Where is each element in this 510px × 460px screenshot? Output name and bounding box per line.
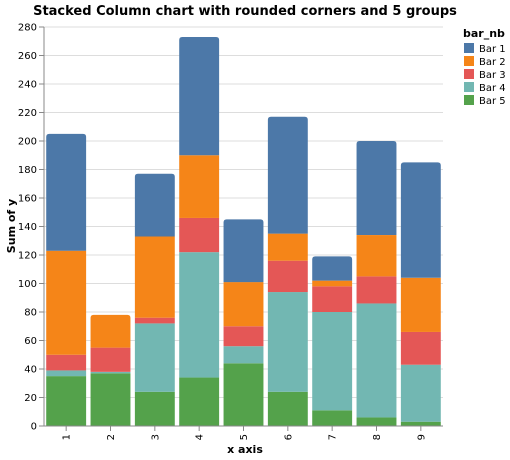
axes: 0 20 40 60 80 100 120 140 160 180 200 220 240 260 280 1…: [18, 23, 443, 440]
bar-bar-2-x6: [267, 233, 308, 261]
legend-label-bar-2: Bar 2: [479, 57, 506, 68]
y-tick-label: 100: [18, 279, 37, 290]
x-tick-label: 6: [283, 434, 294, 440]
legend-swatch-bar-3: [464, 69, 474, 79]
bar-bar-3-x9: [400, 331, 441, 365]
y-tick-label: 60: [24, 336, 37, 347]
bar-bar-3-x5: [223, 326, 264, 347]
bar-bar-4-x3: [134, 323, 175, 392]
y-tick-label: 80: [24, 308, 37, 319]
y-tick-label: 160: [18, 194, 37, 205]
legend-label-bar-4: Bar 4: [479, 83, 506, 94]
bar-bar-2-x7: [312, 280, 353, 287]
bar-bar-5-x6: [267, 391, 308, 426]
bar-bar-1-x6: [267, 116, 308, 234]
legend-swatch-bar-2: [464, 56, 474, 66]
x-tick-label: 9: [416, 434, 427, 440]
bar-bar-3-x4: [179, 217, 220, 253]
legend-swatch-bar-1: [464, 43, 474, 53]
bar-bar-2-x1: [46, 250, 87, 355]
legend-swatch-bar-5: [464, 95, 474, 105]
y-tick-label: 280: [18, 23, 37, 34]
bar-bar-4-x4: [179, 252, 220, 378]
y-tick-label: 120: [18, 251, 37, 262]
bar-bar-5-x1: [46, 376, 87, 426]
bars: [46, 36, 441, 426]
y-axis-title: Sum of y: [5, 199, 18, 253]
x-tick-label: 2: [106, 434, 117, 440]
bar-bar-2-x9: [400, 277, 441, 332]
x-axis-title: x axis: [227, 443, 263, 456]
bar-bar-2-x2: [90, 314, 131, 348]
legend-label-bar-3: Bar 3: [479, 70, 506, 81]
bar-bar-2-x5: [223, 282, 264, 327]
bar-bar-1-x1: [46, 133, 87, 251]
bar-bar-2-x4: [179, 155, 220, 218]
bar-bar-2-x8: [356, 235, 397, 277]
x-tick-label: 7: [328, 434, 339, 440]
bar-bar-3-x7: [312, 286, 353, 312]
y-tick-label: 40: [24, 365, 37, 376]
bar-bar-5-x5: [223, 363, 264, 426]
y-tick-label: 200: [18, 137, 37, 148]
bar-bar-3-x6: [267, 260, 308, 293]
bar-bar-5-x2: [90, 373, 131, 426]
y-tick-label: 0: [31, 422, 37, 433]
y-tick-label: 260: [18, 51, 37, 62]
bar-bar-4-x8: [356, 303, 397, 418]
y-tick-label: 140: [18, 222, 37, 233]
x-tick-label: 4: [195, 434, 206, 440]
x-tick-label: 8: [372, 434, 383, 440]
bar-bar-2-x3: [134, 236, 175, 318]
bar-bar-5-x9: [400, 421, 441, 426]
bar-bar-4-x9: [400, 364, 441, 422]
bar-bar-5-x3: [134, 391, 175, 426]
bar-bar-1-x9: [400, 162, 441, 278]
bar-bar-1-x3: [134, 173, 175, 237]
y-tick-label: 240: [18, 80, 37, 91]
bar-bar-3-x8: [356, 276, 397, 304]
bar-bar-1-x4: [179, 36, 220, 156]
x-tick-label: 3: [150, 434, 161, 440]
bar-bar-3-x2: [90, 347, 131, 372]
bar-bar-4-x7: [312, 312, 353, 411]
bar-bar-1-x5: [223, 219, 264, 283]
chart-title: Stacked Column chart with rounded corner…: [33, 4, 457, 19]
x-tick-label: 1: [62, 434, 73, 440]
legend-label-bar-5: Bar 5: [479, 96, 506, 107]
bar-bar-1-x8: [356, 141, 397, 236]
y-tick-label: 220: [18, 108, 37, 119]
bar-bar-1-x7: [312, 256, 353, 281]
bar-bar-3-x1: [46, 354, 87, 371]
bar-bar-5-x8: [356, 417, 397, 426]
bar-bar-4-x6: [267, 292, 308, 392]
bar-bar-4-x5: [223, 346, 264, 364]
bar-bar-4-x1: [46, 370, 87, 377]
bar-bar-3-x3: [134, 317, 175, 324]
bar-bar-4-x2: [90, 371, 131, 374]
legend-label-bar-1: Bar 1: [479, 44, 506, 55]
legend-swatch-bar-4: [464, 82, 474, 92]
legend: bar_nb Bar 1 Bar 2 Bar 3 Bar 4 Bar 5: [463, 27, 506, 107]
y-tick-label: 20: [24, 393, 37, 404]
legend-title: bar_nb: [463, 27, 505, 40]
x-tick-label: 5: [239, 434, 250, 440]
bar-bar-5-x4: [179, 377, 220, 426]
bar-bar-5-x7: [312, 410, 353, 426]
y-tick-label: 180: [18, 165, 37, 176]
